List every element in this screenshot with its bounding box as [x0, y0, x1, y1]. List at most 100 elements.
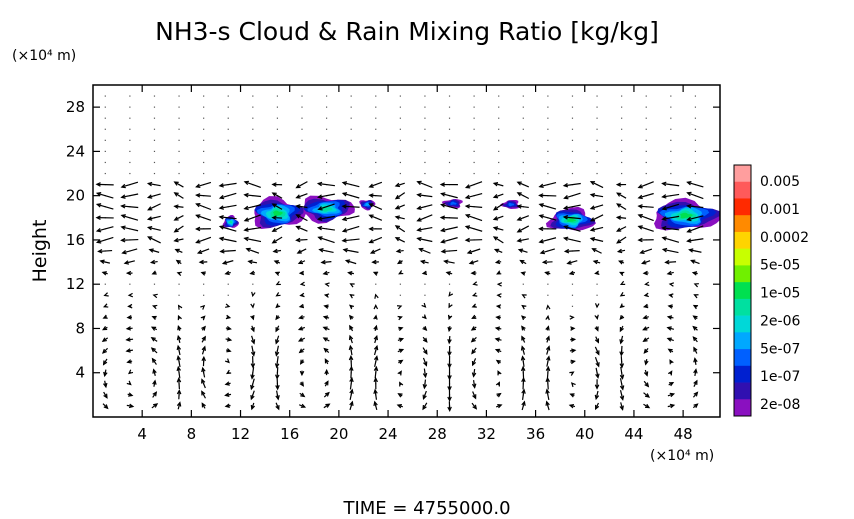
- wind-arrow: [619, 271, 625, 276]
- wind-arrow: [471, 314, 477, 319]
- wind-arrow: [464, 237, 483, 243]
- x-tick-label: 16: [280, 425, 299, 443]
- wind-arrow: [492, 236, 504, 244]
- grid-dot: [498, 139, 500, 141]
- wind-arrow: [349, 388, 354, 400]
- wind-arrow: [686, 215, 704, 222]
- wind-arrow: [494, 348, 502, 353]
- wind-arrow: [546, 355, 551, 367]
- wind-arrow: [422, 336, 428, 343]
- wind-arrow: [299, 392, 306, 398]
- grid-dot: [178, 95, 180, 97]
- grid-dot: [670, 106, 672, 108]
- grid-dot: [424, 139, 426, 141]
- grid-dot: [227, 294, 229, 296]
- wind-arrow: [150, 347, 158, 354]
- wind-arrow: [296, 248, 307, 254]
- wind-arrow: [641, 260, 651, 265]
- wind-arrow: [349, 365, 354, 379]
- grid-dot: [424, 117, 426, 119]
- grid-dot: [670, 161, 672, 164]
- wind-arrow: [544, 271, 551, 276]
- wind-arrow: [545, 335, 550, 343]
- grid-dot: [203, 128, 205, 130]
- wind-arrow: [201, 402, 206, 409]
- wind-arrow: [470, 270, 477, 276]
- wind-arrow: [150, 336, 158, 342]
- wind-arrow: [348, 354, 354, 368]
- colorbar-swatch: [734, 365, 751, 383]
- colorbar-swatch: [734, 231, 751, 249]
- wind-arrow: [545, 400, 550, 411]
- grid-dot: [424, 95, 426, 97]
- grid-dot: [301, 161, 303, 164]
- wind-arrow: [589, 237, 604, 242]
- grid-dot: [596, 117, 598, 119]
- wind-arrow: [668, 282, 675, 287]
- grid-dot: [547, 117, 549, 119]
- cloud-patch: [441, 199, 463, 209]
- wind-arrow: [275, 325, 280, 333]
- wind-arrow: [589, 214, 604, 222]
- x-tick-label: 12: [231, 425, 250, 443]
- wind-arrow: [468, 260, 479, 265]
- wind-arrow: [686, 191, 704, 200]
- grid-dot: [694, 161, 697, 164]
- grid-dot: [227, 172, 229, 175]
- wind-arrow: [373, 324, 378, 331]
- wind-arrow: [440, 237, 458, 244]
- wind-arrow: [668, 293, 674, 298]
- wind-arrow: [322, 315, 330, 320]
- wind-arrow: [395, 248, 404, 254]
- grid-dot: [129, 161, 131, 164]
- wind-arrow: [421, 302, 427, 308]
- wind-arrow: [691, 271, 698, 276]
- wind-arrow: [394, 182, 405, 188]
- wind-arrow: [225, 369, 232, 375]
- wind-arrow: [102, 314, 108, 319]
- wind-arrow: [324, 282, 330, 287]
- wind-arrow: [440, 192, 458, 199]
- grid-dot: [350, 161, 352, 164]
- colorbar-label: 5e-07: [760, 341, 800, 357]
- wind-arrow: [521, 335, 526, 343]
- wind-arrow: [120, 225, 139, 232]
- grid-dot: [424, 161, 426, 164]
- colorbar-swatch: [734, 181, 751, 199]
- wind-arrow: [539, 248, 555, 255]
- wind-arrow: [464, 181, 483, 189]
- grid-dot: [547, 150, 549, 152]
- time-label: TIME = 4755000.0: [342, 498, 510, 519]
- wind-arrow: [200, 304, 206, 310]
- grid-dot: [178, 283, 180, 285]
- x-tick-label: 20: [329, 425, 348, 443]
- grid-dot: [571, 106, 574, 108]
- wind-arrow: [619, 378, 625, 391]
- grid-dot: [227, 117, 229, 119]
- grid-dot: [276, 95, 279, 97]
- wind-arrow: [200, 271, 206, 276]
- wind-arrow: [589, 192, 604, 198]
- colorbar: 0.005 0.001 0.0002 5e-05 1e-05 2e-06 5e-07 1e-0…: [733, 164, 809, 417]
- wind-arrow: [594, 314, 599, 320]
- wind-arrow: [447, 336, 452, 345]
- grid-dot: [399, 283, 401, 285]
- wind-arrow: [686, 225, 704, 233]
- grid-dot: [694, 172, 697, 175]
- wind-arrow: [323, 304, 329, 309]
- wind-arrow: [615, 182, 627, 187]
- grid-dot: [424, 172, 426, 175]
- wind-arrow: [349, 293, 355, 299]
- wind-arrow: [394, 225, 406, 233]
- x-tick-label: 36: [526, 425, 545, 443]
- grid-dot: [522, 139, 524, 141]
- y-tick-label: 4: [75, 364, 85, 382]
- wind-arrow: [521, 376, 526, 390]
- wind-arrow: [619, 303, 625, 309]
- wind-arrow: [195, 236, 212, 244]
- wind-arrow: [668, 381, 675, 387]
- wind-arrow: [271, 236, 283, 244]
- wind-arrow: [298, 270, 305, 276]
- wind-arrow: [299, 381, 304, 387]
- wind-arrow: [369, 248, 381, 254]
